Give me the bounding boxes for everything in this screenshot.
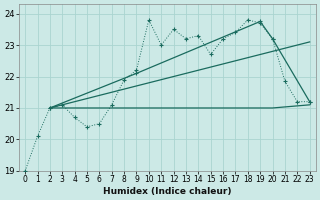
X-axis label: Humidex (Indice chaleur): Humidex (Indice chaleur) [103, 187, 232, 196]
